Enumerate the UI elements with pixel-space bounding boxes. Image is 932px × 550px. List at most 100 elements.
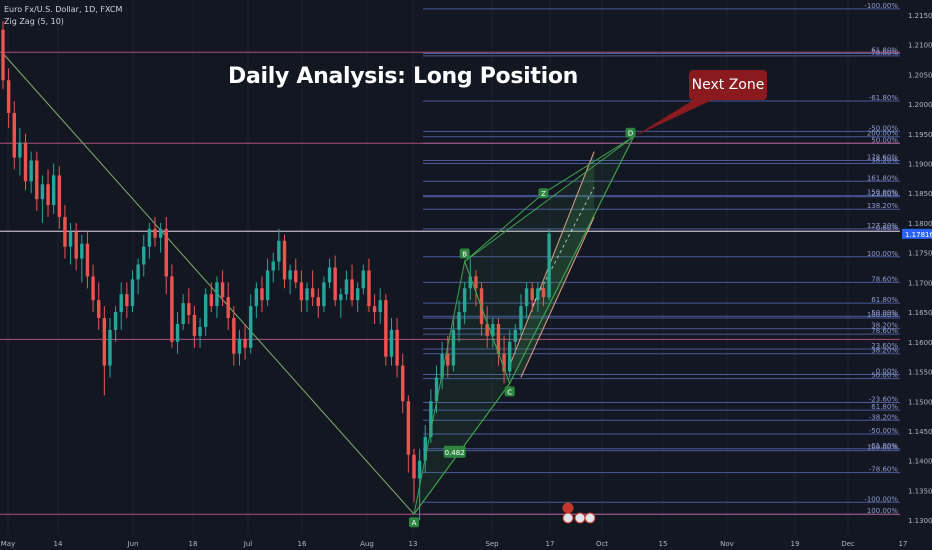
time-axis[interactable]: May 14 Jun 18 Jul 16 Aug 13 Sep 17 Oct 15 Nov 19 Dec 17 (0, 535, 932, 550)
pattern-point-z: Z (541, 190, 546, 198)
fib-level-label: 200.00% (867, 130, 898, 138)
fib-level-label: 100.00% (867, 250, 898, 258)
symbol-label[interactable]: Euro Fx/U.S. Dollar, 1D, FXCM (4, 5, 123, 14)
price-axis[interactable]: 1.21500 1.21000 1.20500 1.20000 1.19500 1.190… (901, 0, 932, 535)
candle-body (305, 288, 309, 301)
price-tick-label: 1.14000 (908, 458, 932, 466)
pattern-bz (464, 192, 544, 262)
pattern-point-a-bg (408, 517, 419, 528)
candle-body (310, 288, 315, 298)
time-tick-label: 14 (54, 540, 63, 548)
candle-body (406, 401, 411, 455)
candle-body (249, 306, 253, 348)
candle-body (451, 329, 456, 366)
price-tick-label: 1.16000 (908, 339, 932, 347)
indicator-label[interactable]: Zig Zag (5, 10) (4, 17, 64, 26)
candle-body (536, 288, 540, 301)
fib-level-label: -23.60% (869, 395, 899, 403)
ratio-label-bg (443, 445, 466, 458)
pattern-point-b-bg (459, 248, 470, 259)
candle-body (344, 279, 349, 295)
candle-body (378, 300, 382, 313)
candle-body (254, 288, 259, 307)
candle-body (40, 184, 45, 200)
candle-body (513, 329, 518, 342)
price-tick-label: 1.20500 (908, 71, 932, 79)
fib-level-label: -61.80% (869, 94, 899, 102)
callout-pointer (633, 96, 712, 137)
channel-lower (520, 216, 595, 378)
candle-body (389, 329, 394, 357)
candle-body (474, 276, 478, 289)
price-tick-label: 1.17500 (908, 250, 932, 258)
fib-level-label: 23.60% (871, 190, 898, 198)
current-price-tag (902, 228, 932, 239)
candle-body (113, 312, 118, 330)
zigzag-line (2, 53, 415, 515)
price-axis-background (901, 0, 932, 535)
time-tick-label: Sep (485, 540, 499, 548)
price-tick-label: 1.21000 (908, 42, 932, 50)
event-marker-icon (562, 502, 574, 514)
candle-body (35, 160, 39, 200)
fib-level-label: -100.00% (864, 2, 898, 10)
price-tick-label: 1.13000 (908, 517, 932, 525)
candle-body (91, 276, 95, 301)
price-tick-label: 1.15000 (908, 398, 932, 406)
price-tick-label: 1.19500 (908, 131, 932, 139)
candle-body (29, 160, 33, 182)
event-marker-icon (574, 512, 586, 524)
candle-body (164, 228, 168, 277)
candle-body (119, 294, 123, 313)
candle-body (367, 270, 371, 307)
channel-midline (531, 187, 595, 307)
time-axis-background (0, 535, 932, 550)
time-tick-label: Jun (127, 540, 139, 548)
candle-body (51, 175, 56, 206)
candle-body (136, 264, 140, 280)
candle-body (429, 401, 433, 437)
candle-body (294, 270, 298, 283)
fib-level-label: 23.60% (871, 342, 898, 350)
candle-body (237, 338, 242, 354)
time-tick-label: Oct (596, 540, 608, 548)
candle-body (97, 300, 101, 319)
fib-level-label: 0.00% (876, 224, 899, 232)
candle-body (175, 323, 180, 342)
candlesticks (1, 20, 551, 521)
candle-body (153, 228, 157, 238)
candle-body (265, 270, 270, 301)
candle-body (170, 276, 174, 342)
candle-body (502, 353, 506, 372)
candle-body (277, 240, 281, 262)
candle-body (147, 228, 152, 247)
candle-body (355, 288, 360, 301)
fib-level-label: 50.00% (871, 309, 898, 317)
candle-body (384, 300, 388, 357)
candle-body (74, 231, 78, 259)
fib-level-label: 150.00% (867, 189, 898, 197)
candle-body (457, 312, 461, 330)
price-tick-label: 1.15500 (908, 369, 932, 377)
time-tick-label: 19 (791, 540, 800, 548)
candle-body (192, 315, 197, 336)
candle-body (485, 323, 489, 336)
candle-body (12, 112, 16, 158)
candle-body (158, 228, 163, 238)
candle-body (260, 288, 264, 301)
price-tick-label: 1.19000 (908, 160, 932, 168)
fib-level-label: -100.00% (864, 495, 898, 503)
candle-body (496, 323, 501, 354)
event-markers[interactable] (562, 502, 596, 524)
pattern-point-a: A (412, 519, 417, 527)
fib-level-label: 0.00% (876, 368, 899, 376)
next-zone-callout: Next Zone (689, 70, 767, 100)
time-tick-label: 17 (546, 540, 555, 548)
price-tick-label: 1.16500 (908, 309, 932, 317)
price-tick-label: 1.21500 (908, 12, 932, 20)
candle-body (519, 306, 523, 330)
time-tick-label: Jul (243, 540, 253, 548)
candle-body (271, 261, 275, 271)
